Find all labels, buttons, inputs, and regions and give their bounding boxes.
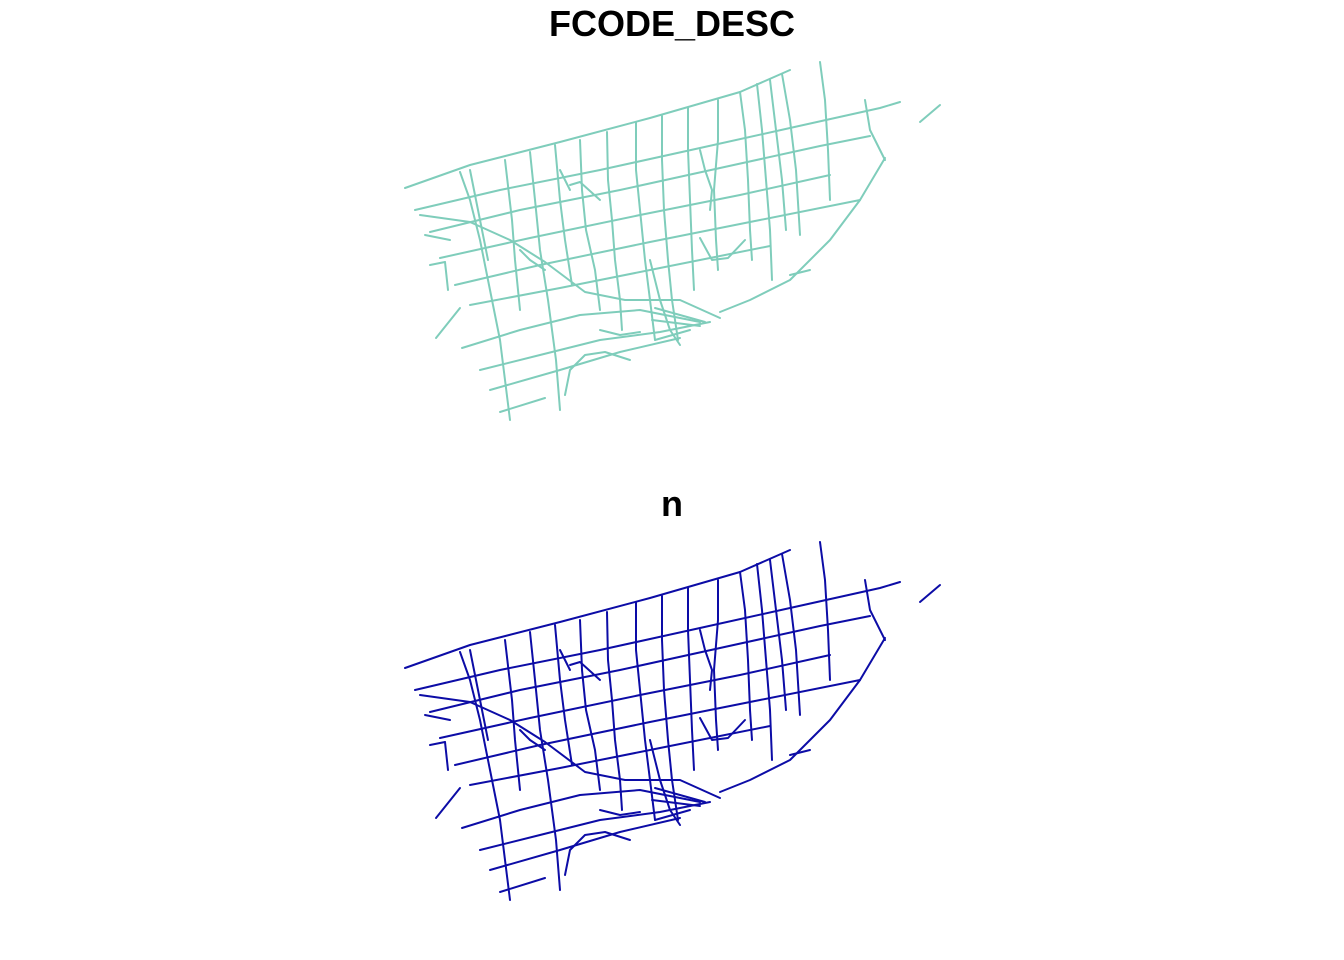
- street-segment: [444, 741, 449, 771]
- street-segment: [635, 121, 656, 341]
- street-segment: [654, 329, 691, 341]
- street-segment: [919, 104, 941, 123]
- street-segment: [554, 144, 573, 286]
- street-segment: [529, 631, 561, 891]
- street-segment: [459, 651, 511, 901]
- street-segment: [414, 581, 901, 691]
- street-segment: [819, 61, 831, 201]
- street-segment: [469, 649, 489, 741]
- street-segment: [789, 269, 811, 276]
- street-segment: [606, 611, 623, 811]
- street-segment: [529, 151, 561, 411]
- street-segment: [454, 679, 861, 766]
- street-segment: [606, 131, 623, 331]
- street-segment: [564, 831, 631, 876]
- street-segment: [414, 101, 901, 211]
- street-segment: [599, 329, 641, 336]
- street-segment: [559, 649, 571, 671]
- street-segment: [404, 549, 791, 669]
- street-segment: [559, 169, 571, 191]
- street-segment: [504, 159, 521, 311]
- street-segment: [454, 199, 861, 286]
- street-segment: [756, 563, 773, 761]
- street-segment: [554, 624, 573, 766]
- street-segment: [654, 307, 706, 323]
- street-segment: [461, 789, 701, 829]
- street-segment: [699, 629, 713, 691]
- street-segment: [713, 99, 719, 271]
- street-segment: [864, 579, 886, 641]
- street-segment: [661, 115, 679, 341]
- street-segment: [444, 261, 449, 291]
- street-segment: [429, 741, 446, 746]
- street-segment: [699, 717, 746, 741]
- street-segment: [519, 249, 546, 271]
- street-segment: [719, 157, 886, 313]
- street-segment: [424, 234, 451, 241]
- street-segment: [599, 809, 641, 816]
- street-segment: [519, 729, 546, 751]
- street-segment: [461, 309, 701, 349]
- street-segment: [404, 69, 791, 189]
- street-segment: [429, 135, 871, 233]
- street-segment: [504, 639, 521, 791]
- street-segment: [864, 99, 886, 161]
- street-map-n: [404, 541, 941, 901]
- street-segment: [654, 809, 691, 821]
- street-segment: [651, 799, 701, 807]
- street-segment: [429, 261, 446, 266]
- street-segment: [489, 817, 681, 871]
- street-segment: [569, 181, 601, 201]
- street-segment: [579, 139, 601, 311]
- street-segment: [781, 73, 801, 236]
- street-segment: [569, 661, 601, 681]
- street-segment: [739, 571, 753, 741]
- street-segment: [687, 107, 695, 291]
- street-segment: [635, 601, 656, 821]
- street-segment: [469, 245, 771, 306]
- street-segment: [699, 237, 746, 261]
- street-segment: [429, 615, 871, 713]
- street-segment: [781, 553, 801, 716]
- street-segment: [819, 541, 831, 681]
- street-map-fcode-desc: [404, 61, 941, 421]
- street-segment: [769, 79, 787, 231]
- street-segment: [489, 337, 681, 391]
- street-segment: [739, 91, 753, 261]
- street-segment: [499, 877, 546, 893]
- street-segment: [651, 319, 701, 327]
- street-segment: [499, 397, 546, 413]
- street-segment: [719, 637, 886, 793]
- street-segment: [435, 307, 461, 339]
- street-segment: [459, 171, 511, 421]
- panel-title: n: [661, 483, 683, 524]
- street-segment: [424, 714, 451, 721]
- panel-title: FCODE_DESC: [548, 3, 796, 44]
- street-segment: [789, 749, 811, 756]
- street-segment: [713, 579, 719, 751]
- street-segment: [699, 149, 713, 211]
- street-segment: [469, 169, 489, 261]
- street-segment: [661, 595, 679, 821]
- street-segment: [756, 83, 773, 281]
- street-segment: [564, 351, 631, 396]
- street-segment: [649, 259, 681, 346]
- street-segment: [579, 619, 601, 791]
- street-segment: [654, 787, 706, 803]
- street-segment: [435, 787, 461, 819]
- street-segment: [687, 587, 695, 771]
- street-segment: [769, 559, 787, 711]
- street-segment: [649, 739, 681, 826]
- street-segment: [469, 725, 771, 786]
- street-segment: [919, 584, 941, 603]
